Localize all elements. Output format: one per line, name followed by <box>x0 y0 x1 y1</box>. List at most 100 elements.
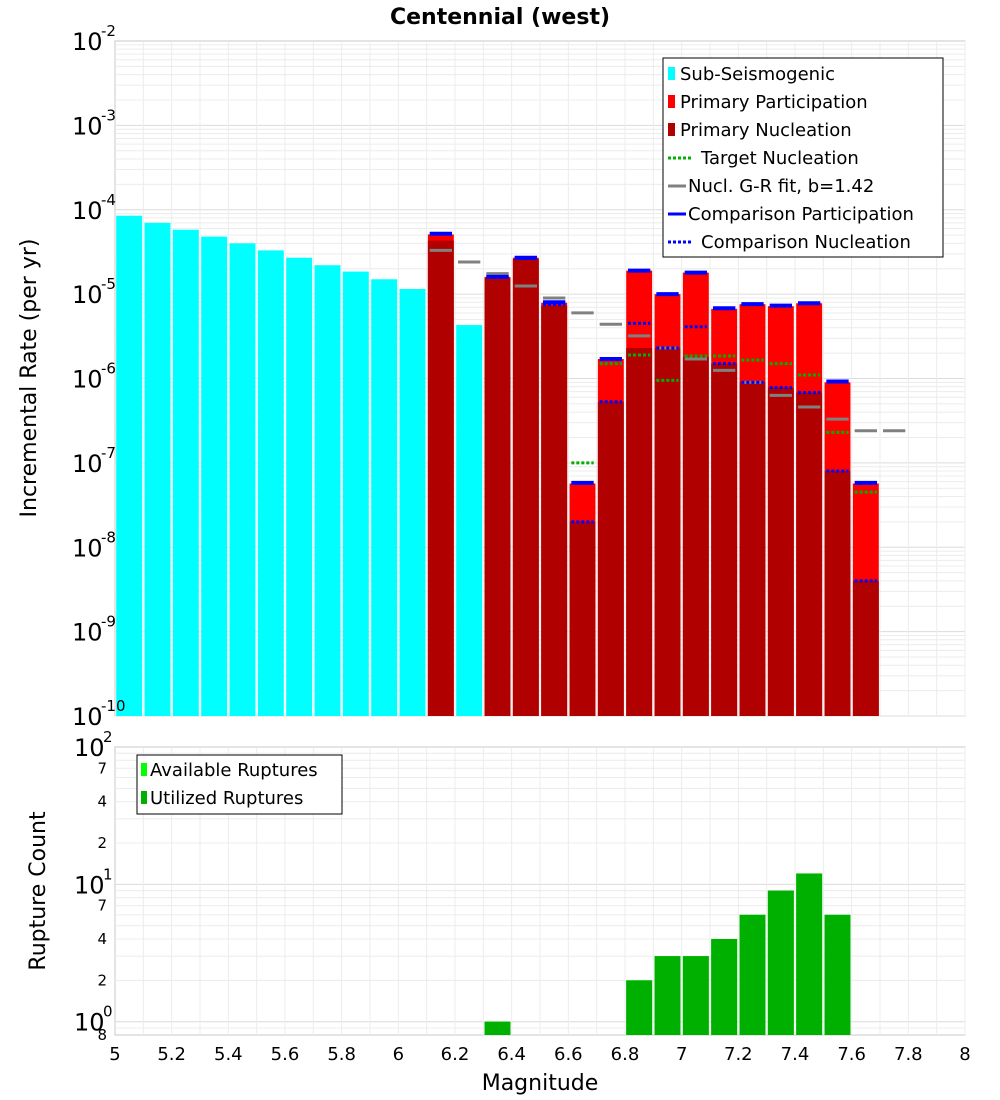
primary-nucleation-bar <box>484 278 511 716</box>
sub-seismogenic-legend-swatch <box>668 67 675 80</box>
utilized-ruptures-bar <box>711 939 738 1035</box>
top-y-tick-label: 10 <box>72 28 103 56</box>
primary-nucleation-bar <box>541 305 568 716</box>
bottom-legend-box <box>136 754 343 815</box>
bottom-y-minor-tick-label: 4 <box>97 793 107 811</box>
primary-nucleation-legend-label: Primary Nucleation <box>680 120 852 141</box>
top-y-tick-exponent: -8 <box>101 528 116 546</box>
nucl-g-r-fit-b-1-42-legend-label: Nucl. G-R fit, b=1.42 <box>688 176 874 197</box>
top-y-tick-exponent: -4 <box>101 191 116 209</box>
bottom-y-minor-tick-label: 2 <box>97 834 107 852</box>
x-tick-label: 6.2 <box>441 1044 470 1065</box>
x-tick-label: 7.2 <box>724 1044 753 1065</box>
top-y-tick-exponent: -10 <box>101 697 126 715</box>
bottom-y-axis-label: Rupture Count <box>26 811 51 971</box>
sub-seismogenic-bar <box>116 215 143 717</box>
comparison-nucleation-legend-label: Comparison Nucleation <box>701 232 911 253</box>
bottom-y-tick-exponent: 0 <box>103 1003 113 1021</box>
x-tick-label: 6.4 <box>497 1044 526 1065</box>
x-tick-label: 6.8 <box>611 1044 640 1065</box>
top-y-tick-label: 10 <box>72 197 103 225</box>
top-y-tick-exponent: -5 <box>101 275 116 293</box>
top-lines <box>429 231 906 583</box>
x-tick-label: 7 <box>676 1044 687 1065</box>
x-tick-label: 7.6 <box>837 1044 866 1065</box>
bottom-y-tick-label: 10 <box>74 1009 105 1037</box>
primary-nucleation-bar <box>796 392 823 716</box>
utilized-ruptures-bar <box>682 956 709 1035</box>
target-nucleation-legend-label: Target Nucleation <box>700 148 859 169</box>
sub-seismogenic-bar <box>371 279 398 716</box>
utilized-ruptures-bar <box>484 1021 511 1035</box>
bottom-y-tick-label: 10 <box>74 734 105 762</box>
primary-nucleation-bar <box>852 580 879 716</box>
comparison-participation-legend-label: Comparison Participation <box>688 204 914 225</box>
sub-seismogenic-bar <box>314 265 341 716</box>
utilized-ruptures-legend-label: Utilized Ruptures <box>150 788 303 809</box>
primary-nucleation-bar <box>711 363 738 716</box>
bottom-y-minor-tick-label: 2 <box>97 971 107 989</box>
x-ticks: 5 5.2 5.4 5.6 5.8 6 6.2 6.4 6.6 6.8 7 7.2 7.4 7.6 7.8 8 <box>109 1044 970 1065</box>
top-y-tick-label: 10 <box>72 619 103 647</box>
sub-seismogenic-bar <box>257 250 284 717</box>
x-tick-label: 5.6 <box>271 1044 300 1065</box>
top-y-tick-exponent: -9 <box>101 613 116 631</box>
primary-nucleation-bar <box>427 240 454 717</box>
top-legend: Sub-Seismogenic Primary Participation Prim… <box>662 57 944 258</box>
primary-participation-legend-swatch <box>668 95 675 108</box>
x-tick-label: 5.8 <box>327 1044 356 1065</box>
bottom-y-minor-tick-label: 7 <box>97 897 107 915</box>
top-y-tick-exponent: -2 <box>101 22 116 40</box>
x-tick-label: 6 <box>393 1044 404 1065</box>
x-tick-label: 7.8 <box>894 1044 923 1065</box>
utilized-ruptures-legend-swatch <box>141 791 147 804</box>
top-y-tick-label: 10 <box>72 703 103 731</box>
top-bars <box>116 215 879 717</box>
primary-nucleation-bar <box>682 356 709 716</box>
utilized-ruptures-bar <box>739 914 766 1035</box>
utilized-ruptures-bar <box>626 980 653 1035</box>
bottom-y-tick-label: 10 <box>74 871 105 899</box>
top-y-tick-label: 10 <box>72 450 103 478</box>
sub-seismogenic-bar <box>144 222 171 716</box>
x-tick-label: 8 <box>959 1044 970 1065</box>
x-tick-label: 6.6 <box>554 1044 583 1065</box>
x-tick-label: 5.2 <box>157 1044 186 1065</box>
bottom-bars <box>484 873 851 1035</box>
sub-seismogenic-bar <box>286 257 313 716</box>
primary-nucleation-bar <box>767 387 794 716</box>
primary-nucleation-legend-swatch <box>668 123 675 136</box>
sub-seismogenic-bar <box>229 243 256 717</box>
top-legend-box <box>662 57 944 258</box>
primary-nucleation-bar <box>824 471 851 716</box>
utilized-ruptures-bar <box>767 890 794 1035</box>
bottom-y-tick-exponent: 2 <box>103 728 113 746</box>
utilized-ruptures-bar <box>824 914 851 1035</box>
sub-seismogenic-bar <box>456 325 483 716</box>
primary-nucleation-bar <box>654 347 681 716</box>
primary-participation-legend-label: Primary Participation <box>680 92 868 113</box>
sub-seismogenic-bar <box>172 229 199 717</box>
utilized-ruptures-bar <box>796 873 823 1035</box>
primary-nucleation-bar <box>512 259 539 716</box>
available-ruptures-legend-label: Available Ruptures <box>150 760 318 781</box>
x-tick-label: 7.4 <box>781 1044 810 1065</box>
primary-nucleation-bar <box>597 401 624 716</box>
bottom-y-minor-tick-label: 4 <box>97 930 107 948</box>
utilized-ruptures-bar <box>654 956 681 1035</box>
x-tick-label: 5 <box>109 1044 120 1065</box>
top-y-tick-label: 10 <box>72 112 103 140</box>
primary-nucleation-bar <box>739 382 766 716</box>
top-y-tick-label: 10 <box>72 366 103 394</box>
x-axis-label: Magnitude <box>482 1071 599 1096</box>
x-tick-label: 5.4 <box>214 1044 243 1065</box>
primary-nucleation-bar <box>626 347 653 716</box>
sub-seismogenic-bar <box>342 271 369 716</box>
bottom-y-minor-tick-label: 7 <box>97 759 107 777</box>
top-y-tick-exponent: -7 <box>101 444 116 462</box>
top-y-tick-exponent: -6 <box>101 360 116 378</box>
sub-seismogenic-bar <box>201 236 228 716</box>
